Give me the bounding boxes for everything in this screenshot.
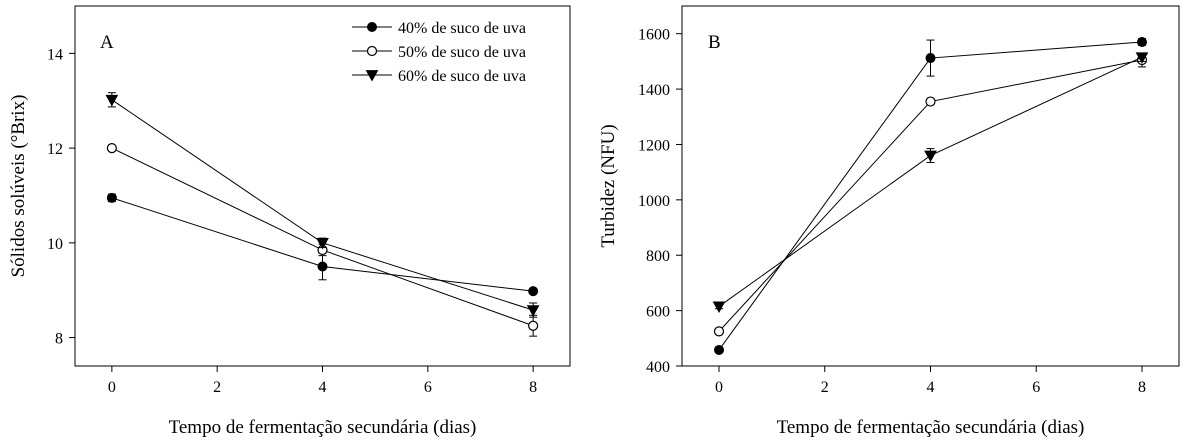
legend-marker <box>365 70 379 82</box>
x-tick-label-b: 6 <box>1032 379 1040 396</box>
data-point-a <box>316 237 329 250</box>
y-axis-title-a: Sólidos solúveis (°Brix) <box>8 95 29 278</box>
data-point-a <box>526 305 540 317</box>
y-tick-label-b: 600 <box>646 304 670 321</box>
x-tick-label-b: 2 <box>821 379 829 396</box>
x-tick-label-a: 4 <box>319 379 327 396</box>
legend-label: 40% de suco de uva <box>398 20 526 37</box>
x-tick-label-a: 0 <box>108 379 116 396</box>
data-point-a <box>528 320 539 331</box>
data-point-b <box>712 301 726 313</box>
y-tick-label-a: 12 <box>47 141 63 158</box>
y-tick-label-b: 400 <box>646 359 670 376</box>
y-tick-label-b: 800 <box>646 248 670 265</box>
legend-marker <box>367 22 377 32</box>
data-point-b <box>713 326 725 337</box>
data-point-a <box>528 286 539 297</box>
data-point-b <box>924 150 937 163</box>
x-tick-label-b: 8 <box>1138 379 1146 396</box>
data-point-a <box>106 143 117 154</box>
x-tick-label-b: 4 <box>927 379 935 396</box>
panel-a: 0 2 4 6 8 8 10 12 14 Tempo de fermentação secundá… <box>8 5 571 438</box>
legend-label: 50% de suco de uva <box>398 44 526 61</box>
data-point-a <box>105 94 119 107</box>
series-b-3 <box>712 52 1149 313</box>
data-point-b <box>925 96 936 107</box>
y-tick-label-a: 8 <box>55 331 63 348</box>
x-tick-label-b: 0 <box>715 379 723 396</box>
y-tick-label-a: 10 <box>47 236 63 253</box>
panel-label-b: B <box>708 32 721 53</box>
legend-marker <box>366 45 378 57</box>
series-b-1 <box>714 37 1147 355</box>
legend-label: 60% de suco de uva <box>398 68 526 85</box>
y-axis-title-b: Turbidez (NFU) <box>598 124 619 247</box>
x-axis-title-a: Tempo de fermentação secundária (dias) <box>169 417 477 438</box>
data-point-a <box>317 261 328 272</box>
data-point-b <box>714 344 725 355</box>
data-point-b <box>1135 52 1149 64</box>
data-point-b <box>925 53 936 64</box>
series-b-2 <box>713 52 1148 337</box>
y-tick-label-b: 1000 <box>638 193 670 210</box>
y-tick-label-b: 1200 <box>638 137 670 154</box>
series-line-b <box>718 41 1143 351</box>
data-point-b <box>1136 37 1147 47</box>
series-line-a <box>111 147 534 327</box>
x-tick-label-a: 6 <box>424 379 432 396</box>
series-a-3 <box>105 92 540 318</box>
x-axis-title-b: Tempo de fermentação secundária (dias) <box>777 417 1085 438</box>
y-tick-label-b: 1400 <box>638 82 670 99</box>
y-tick-label-a: 14 <box>47 46 63 63</box>
panel-label-a: A <box>100 32 114 53</box>
panel-b: 0 2 4 6 8 400 600 800 1000 1200 1400 1600 Tempo de f… <box>598 5 1180 438</box>
data-point-a <box>106 192 117 203</box>
series-a-1 <box>106 192 539 297</box>
x-tick-label-a: 2 <box>213 379 221 396</box>
y-tick-label-b: 1600 <box>638 27 670 44</box>
legend: 40% de suco de uva 50% de suco de uva 60% … <box>352 20 526 85</box>
series-line-b <box>718 56 1143 307</box>
x-tick-label-a: 8 <box>529 379 537 396</box>
